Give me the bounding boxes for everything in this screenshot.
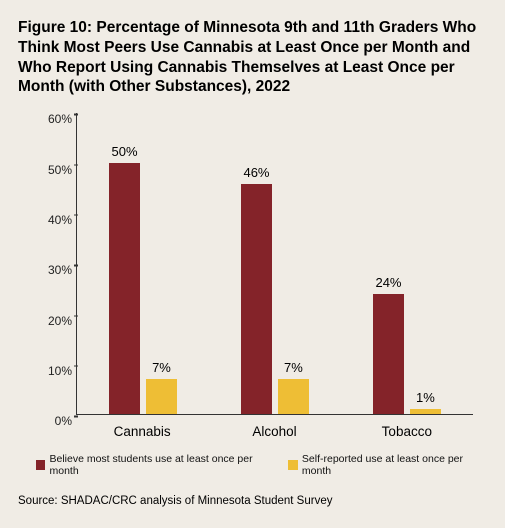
legend-swatch-0 [36,460,45,470]
bar [146,379,178,414]
bar [109,163,141,414]
legend-label-1: Self-reported use at least once per mont… [302,453,485,477]
plot-area: 50% 7% 46% 7% 24% 1% [76,113,473,415]
y-tick-label: 0% [36,414,72,428]
chart: 50% 7% 46% 7% 24% 1% 0% 10% 20% 30% 40% 50% 60% Cann… [36,107,477,445]
legend-item-0: Believe most students use at least once … [36,453,272,477]
bar-value-label: 50% [95,144,155,159]
legend-swatch-1 [288,460,297,470]
bar-value-label: 24% [358,275,418,290]
y-tick-label: 60% [36,112,72,126]
y-tick-label: 10% [36,364,72,378]
x-category-label: Alcohol [252,424,296,439]
bar-value-label: 7% [131,360,191,375]
y-tick-label: 40% [36,213,72,227]
legend-label-0: Believe most students use at least once … [49,453,272,477]
bar-group: 46% 7% [209,113,341,414]
x-category-label: Tobacco [382,424,432,439]
bar [278,379,310,414]
bar [241,184,273,415]
y-tick-label: 30% [36,263,72,277]
y-tick-label: 50% [36,163,72,177]
bar-value-label: 46% [226,165,286,180]
y-tick-label: 20% [36,314,72,328]
bar-group: 24% 1% [341,113,473,414]
bar-value-label: 1% [395,390,455,405]
figure-title: Figure 10: Percentage of Minnesota 9th a… [18,18,485,97]
source-text: Source: SHADAC/CRC analysis of Minnesota… [18,495,485,507]
legend-item-1: Self-reported use at least once per mont… [288,453,485,477]
legend: Believe most students use at least once … [36,453,485,477]
x-category-label: Cannabis [114,424,171,439]
bar [410,409,442,414]
bar-group: 50% 7% [77,113,209,414]
bar-value-label: 7% [263,360,323,375]
